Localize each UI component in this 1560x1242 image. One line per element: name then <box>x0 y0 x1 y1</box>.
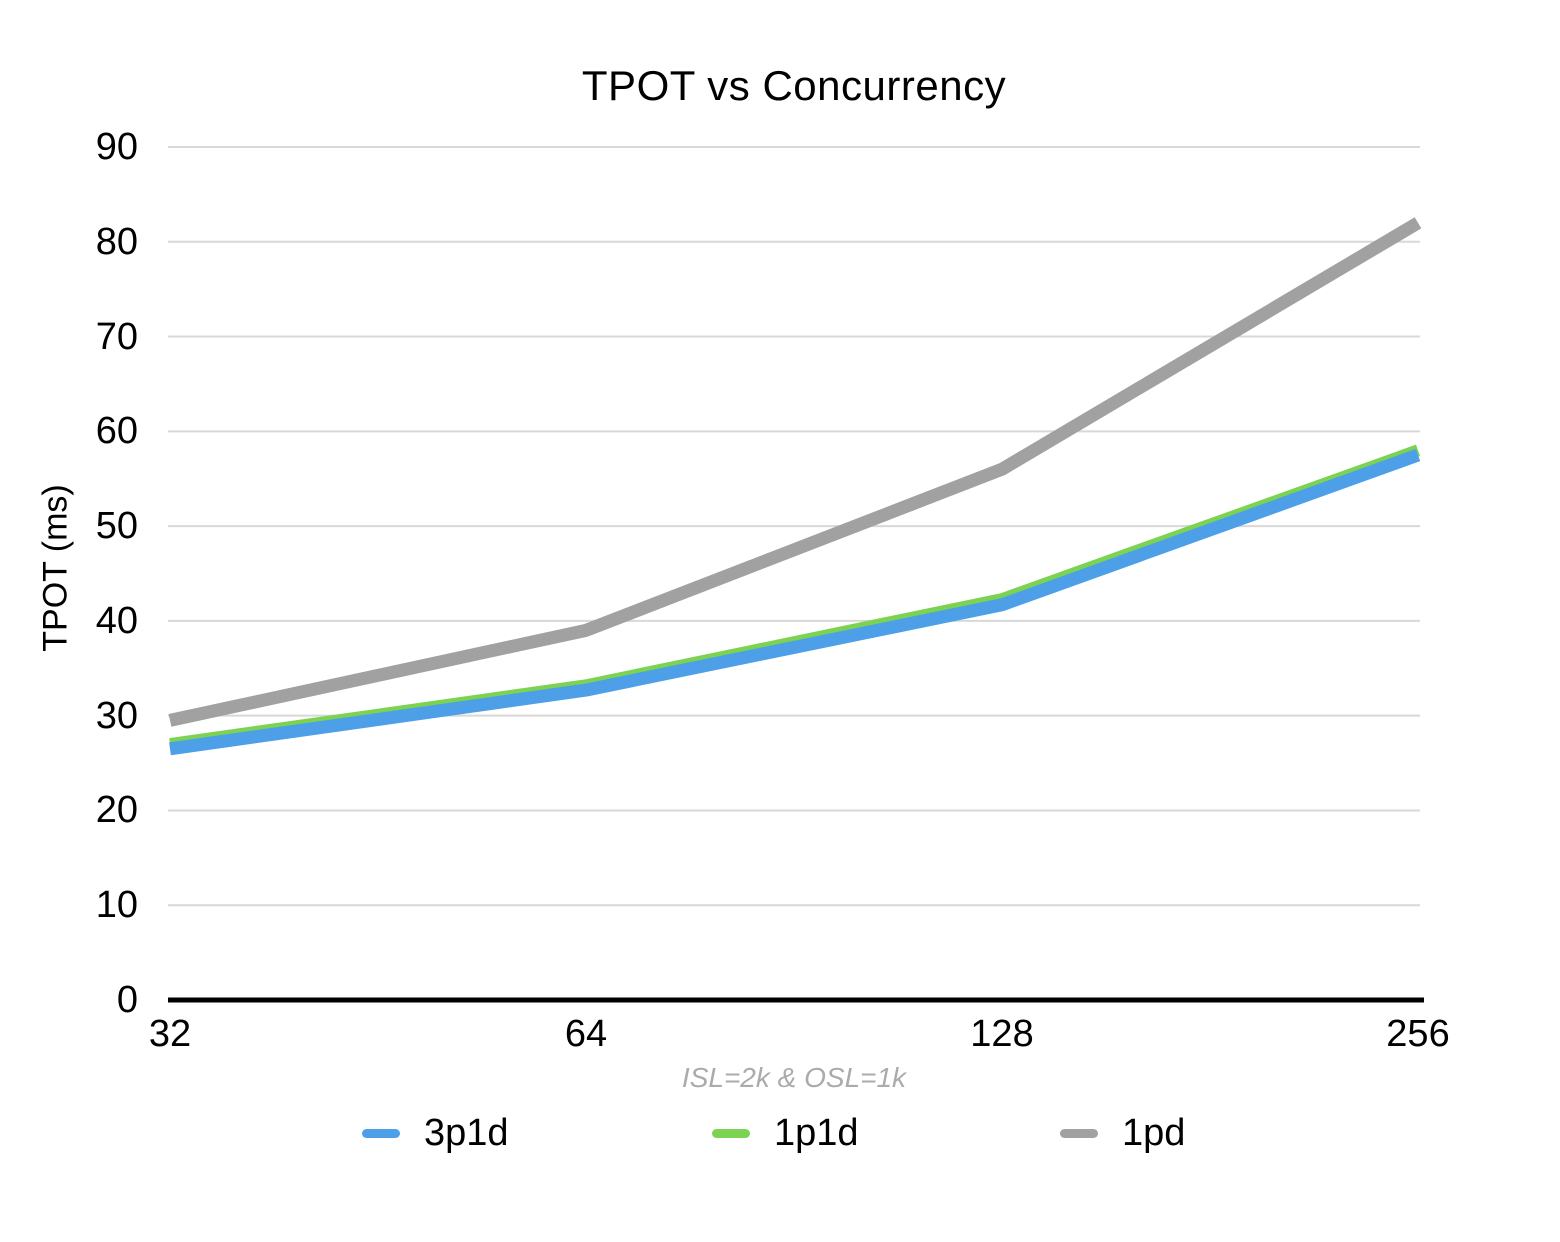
legend-swatch-1p1d <box>712 1128 750 1138</box>
y-tick-label: 50 <box>95 505 138 548</box>
legend-label-3p1d: 3p1d <box>424 1111 509 1154</box>
legend-swatch-1pd <box>1060 1128 1098 1138</box>
x-tick-label: 64 <box>564 1013 608 1055</box>
series-line-1p1d <box>169 444 1421 751</box>
x-tick-label: 256 <box>1386 1013 1450 1055</box>
chart-title: TPOT vs Concurrency <box>581 62 1007 109</box>
x-tick-label: 128 <box>970 1013 1034 1055</box>
y-tick-label: 0 <box>116 979 138 1021</box>
x-axis-subtitle: ISL=2k & OSL=1k <box>681 1062 907 1093</box>
y-tick-label: 20 <box>95 789 138 832</box>
y-tick-label: 30 <box>95 694 138 737</box>
y-tick-label: 80 <box>95 220 138 263</box>
series-line-1pd <box>168 217 1422 727</box>
y-tick-label: 40 <box>95 599 138 642</box>
y-tick-label: 10 <box>95 884 138 927</box>
legend-item-1p1d: 1p1d <box>712 1110 859 1156</box>
x-tick-label: 32 <box>148 1013 192 1055</box>
legend-item-1pd: 1pd <box>1060 1110 1185 1156</box>
legend-swatch-3p1d <box>362 1128 400 1138</box>
y-tick-label: 90 <box>95 126 138 168</box>
legend-label-1pd: 1pd <box>1122 1111 1186 1154</box>
legend-item-3p1d: 3p1d <box>362 1110 509 1156</box>
series-line-3p1d <box>169 448 1421 756</box>
y-tick-label: 60 <box>95 410 138 453</box>
y-tick-label: 70 <box>95 315 138 358</box>
legend-label-1p1d: 1p1d <box>774 1111 859 1154</box>
